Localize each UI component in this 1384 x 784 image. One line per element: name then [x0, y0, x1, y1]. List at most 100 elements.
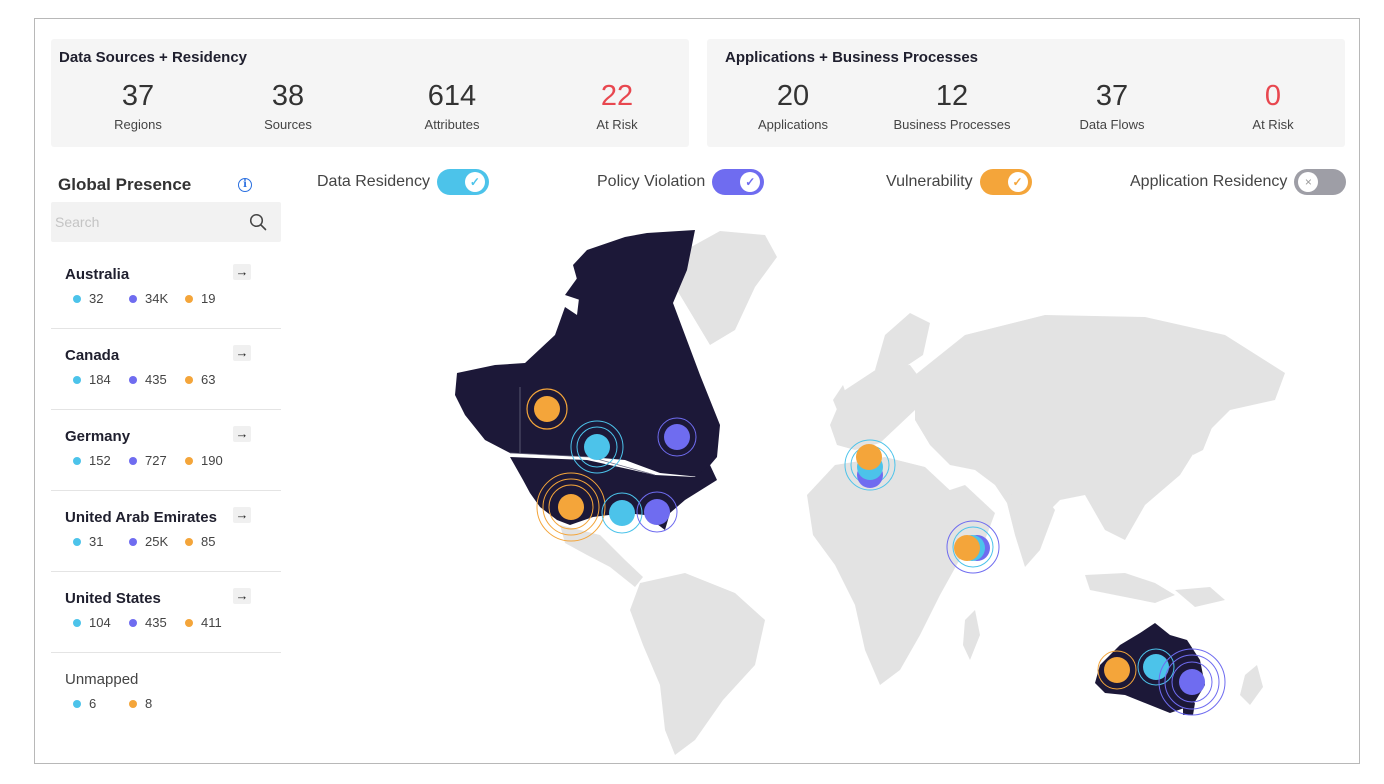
region-name: Australia	[65, 266, 130, 283]
stat-value: 37	[1095, 80, 1129, 112]
list-item-united-states[interactable]: United States → 104 435 411	[51, 572, 281, 653]
stat-attributes[interactable]: 614 Attributes	[377, 79, 527, 132]
metric-value: 435	[145, 372, 167, 387]
toggle-policy-violation: Policy Violation ✓	[597, 169, 765, 195]
vulnerability-dot	[129, 699, 137, 708]
list-item-canada[interactable]: Canada → 184 435 63	[51, 329, 281, 410]
new-zealand-shape	[1240, 665, 1263, 705]
arrow-right-icon[interactable]: →	[233, 264, 251, 280]
stat-value: 12	[935, 80, 969, 112]
marker-policy-violation[interactable]	[636, 491, 678, 533]
data-residency-dot	[73, 618, 81, 627]
marker-vulnerability[interactable]	[536, 472, 606, 542]
japan-shape	[1193, 410, 1213, 455]
data-residency-switch[interactable]: ✓	[436, 169, 489, 195]
metric-value: 104	[89, 615, 111, 630]
region-metrics: 104 435 411	[73, 615, 225, 630]
close-icon: ×	[1298, 172, 1319, 192]
vulnerability-dot	[185, 375, 193, 384]
arrow-right-icon[interactable]: →	[233, 345, 251, 361]
stat-regions[interactable]: 37 Regions	[63, 79, 213, 132]
marker-policy-violation[interactable]	[657, 417, 697, 457]
central-america-shape	[560, 525, 643, 587]
marker-uae-cluster[interactable]	[946, 520, 1000, 574]
stat-at-risk[interactable]: 22 At Risk	[542, 79, 692, 132]
metric-value: 8	[145, 696, 153, 711]
arabia-shape	[935, 485, 995, 545]
new-guinea-shape	[1175, 587, 1225, 607]
marker-data-residency[interactable]	[1137, 648, 1175, 686]
stat-label: Attributes	[424, 117, 480, 132]
stat-value: 37	[121, 80, 155, 112]
map-land	[560, 231, 1285, 755]
stat-business-processes[interactable]: 12 Business Processes	[877, 79, 1027, 132]
check-icon: ✓	[1007, 172, 1028, 192]
stat-label: At Risk	[596, 117, 638, 132]
data-residency-dot	[73, 294, 81, 303]
stat-value: 20	[776, 80, 810, 112]
marker-vulnerability[interactable]	[526, 388, 568, 430]
stat-value: 22	[600, 80, 634, 112]
greenland-shape	[673, 231, 777, 345]
arrow-right-icon[interactable]: →	[233, 426, 251, 442]
arrow-right-icon[interactable]: →	[233, 507, 251, 523]
stat-value: 38	[271, 80, 305, 112]
stat-label: Business Processes	[893, 117, 1011, 132]
region-name: United States	[65, 590, 161, 607]
world-map[interactable]	[325, 195, 1355, 755]
madagascar-shape	[963, 610, 980, 660]
scandinavia-shape	[875, 313, 930, 370]
list-item-united-arab-emirates[interactable]: United Arab Emirates → 31 25K 85	[51, 491, 281, 572]
map-markers[interactable]	[526, 388, 1226, 716]
policy-violation-dot	[129, 537, 137, 546]
toggle-label: Application Residency	[1130, 173, 1288, 190]
metric-value: 435	[145, 615, 167, 630]
region-name: Canada	[65, 347, 120, 364]
region-metrics: 32 34K 19	[73, 291, 225, 306]
stat-sources[interactable]: 38 Sources	[213, 79, 363, 132]
metric-value: 63	[201, 372, 216, 387]
marker-germany-cluster[interactable]	[844, 439, 896, 491]
marker-data-residency[interactable]	[570, 420, 624, 474]
region-metrics: 31 25K 85	[73, 534, 225, 549]
dashboard-frame: Data Sources + Residency 37 Regions 38 S…	[34, 18, 1360, 764]
data-sources-title: Data Sources + Residency	[59, 49, 248, 66]
search-icon[interactable]	[249, 213, 267, 231]
metric-value: 190	[201, 453, 223, 468]
vulnerability-switch[interactable]: ✓	[979, 169, 1032, 195]
region-name: Germany	[65, 428, 131, 445]
application-residency-switch[interactable]: ×	[1294, 169, 1347, 195]
policy-violation-switch[interactable]: ✓	[712, 169, 765, 195]
applications-summary: Applications + Business Processes 20 App…	[707, 39, 1345, 147]
arctic-islands-shape	[565, 265, 617, 305]
stat-at-risk[interactable]: 0 At Risk	[1198, 79, 1348, 132]
search-input[interactable]	[55, 212, 235, 232]
data-residency-dot	[73, 699, 81, 708]
vulnerability-dot	[185, 618, 193, 627]
stat-label: Sources	[264, 117, 312, 132]
uk-shape	[833, 385, 850, 417]
asia-shape	[915, 315, 1285, 540]
toggle-data-residency: Data Residency ✓	[317, 169, 489, 195]
metric-value: 31	[89, 534, 104, 549]
list-item-germany[interactable]: Germany → 152 727 190	[51, 410, 281, 491]
toggle-vulnerability: Vulnerability ✓	[886, 169, 1032, 195]
info-icon[interactable]: i	[238, 178, 252, 192]
stat-data-flows[interactable]: 37 Data Flows	[1037, 79, 1187, 132]
africa-shape	[807, 457, 975, 685]
marker-policy-violation[interactable]	[1158, 648, 1226, 716]
region-metrics: 6 8	[73, 696, 169, 711]
marker-vulnerability[interactable]	[1097, 650, 1137, 690]
global-presence-title: Global Presence	[58, 175, 192, 194]
stat-label: Regions	[114, 117, 162, 132]
stat-applications[interactable]: 20 Applications	[718, 79, 868, 132]
metric-value: 85	[201, 534, 216, 549]
south-america-shape	[630, 573, 765, 755]
list-item-australia[interactable]: Australia → 32 34K 19	[51, 248, 281, 329]
arrow-right-icon[interactable]: →	[233, 588, 251, 604]
region-metrics: 152 727 190	[73, 453, 225, 468]
applications-title: Applications + Business Processes	[725, 49, 979, 66]
marker-data-residency[interactable]	[601, 492, 643, 534]
list-item-unmapped[interactable]: Unmapped 6 8	[51, 653, 281, 734]
metric-value: 32	[89, 291, 104, 306]
